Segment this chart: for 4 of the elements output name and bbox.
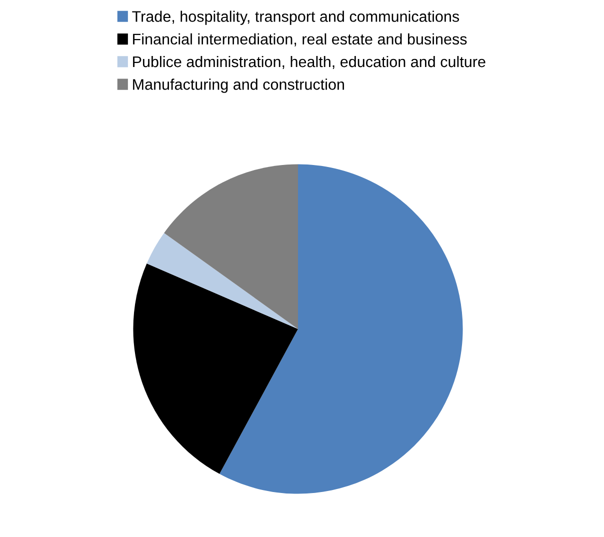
legend-label: Publice administration, health, education and culture	[133, 56, 486, 70]
legend-label: Trade, hospitality, transport and communications	[132, 10, 460, 25]
legend-label: Financial intermediation, real estate and business	[133, 33, 467, 46]
legend-label: Manufacturing and construction	[133, 78, 344, 93]
